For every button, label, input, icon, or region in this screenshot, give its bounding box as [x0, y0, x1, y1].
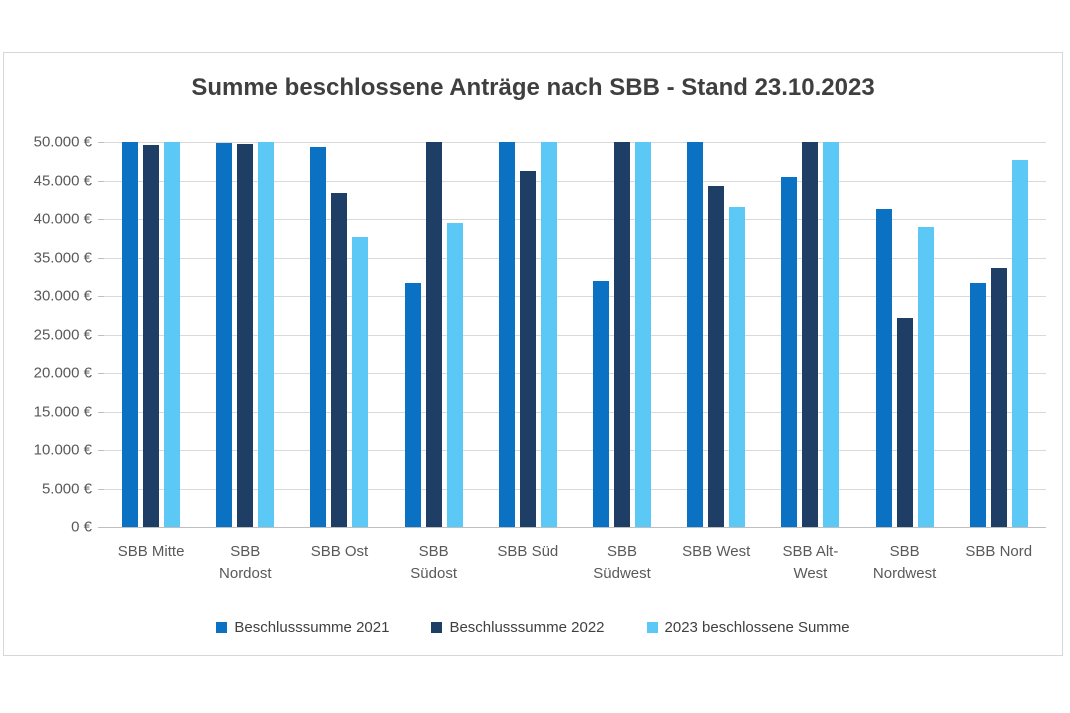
x-axis-category-label: SBB Nordwest	[872, 543, 937, 582]
gridline	[104, 373, 1046, 374]
x-axis-category-label: SBB Mitte	[117, 543, 185, 560]
bar	[331, 192, 348, 527]
bar	[802, 142, 819, 527]
x-axis-category-label: SBB Nord	[965, 543, 1033, 560]
gridline	[104, 142, 1046, 143]
gridline	[104, 257, 1046, 259]
y-axis-tick-label: 15.000 €	[33, 403, 92, 420]
bar	[635, 142, 652, 527]
x-axis-category-label: SBB Nordost	[219, 543, 272, 582]
y-axis-tick-label: 25.000 €	[33, 326, 92, 343]
y-axis-tick-label: 45.000 €	[33, 172, 92, 189]
bar	[781, 177, 798, 527]
gridline	[104, 488, 1046, 490]
x-axis-category-label: SBB Ost	[310, 543, 369, 560]
bar	[258, 142, 275, 527]
bar	[446, 222, 463, 527]
bar-group	[198, 142, 292, 527]
bar-group	[952, 142, 1046, 527]
y-axis-tick-label: 20.000 €	[33, 364, 92, 382]
y-axis-tick-label: 30.000 €	[33, 287, 92, 305]
bar-group	[292, 142, 386, 527]
bar-group	[481, 142, 575, 527]
x-axis-category-label: SBB West	[682, 543, 751, 560]
bar	[593, 280, 610, 527]
bar	[990, 267, 1007, 527]
x-axis-category-label: SBB Südwest	[593, 543, 651, 582]
y-axis: 50.000 € 45.000 € 40.000 € 35.000 € 30.000 €…	[4, 134, 92, 536]
legend-item: Beschlusssumme 2022	[431, 619, 605, 636]
gridline	[104, 450, 1046, 451]
bar	[310, 147, 327, 527]
gridline	[104, 180, 1046, 182]
legend-item: Beschlusssumme 2021	[216, 619, 389, 636]
legend-label: Beschlusssumme 2021	[234, 619, 390, 636]
bar	[216, 142, 233, 527]
bar	[237, 143, 254, 527]
bar	[498, 142, 515, 527]
y-axis-tick-mark	[98, 527, 104, 528]
bar	[1011, 159, 1028, 527]
x-axis-category-label: SBB Südost	[410, 543, 457, 582]
bar	[122, 142, 139, 527]
bar-group	[104, 142, 198, 527]
bar	[164, 142, 181, 527]
bar	[143, 145, 160, 527]
y-axis-tick-label: 10.000 €	[33, 441, 92, 459]
bar	[425, 142, 442, 527]
legend-swatch	[216, 622, 228, 633]
bar	[875, 209, 892, 527]
legend-swatch	[646, 622, 658, 633]
chart-title: Summe beschlossene Anträge nach SBB - St…	[191, 74, 875, 101]
bar	[352, 236, 369, 527]
bar	[823, 142, 840, 527]
y-axis-tick-mark	[98, 373, 104, 374]
y-axis-tick-label: 0 €	[71, 518, 92, 536]
legend: Beschlusssumme 2021 Beschlusssumme 2022 20…	[4, 619, 1062, 636]
x-axis-category-label: SBB Süd	[497, 543, 559, 560]
x-axis-category-label: SBB Alt- West	[782, 543, 839, 582]
bar	[708, 185, 725, 527]
gridline	[104, 411, 1046, 413]
y-axis-tick-mark	[98, 219, 104, 220]
y-axis-tick-label: 35.000 €	[33, 249, 92, 266]
legend-label: Beschlusssumme 2022	[449, 619, 605, 636]
legend-label: 2023 beschlossene Summe	[664, 619, 850, 636]
gridline	[104, 219, 1046, 220]
chart-frame: Summe beschlossene Anträge nach SBB - St…	[3, 52, 1063, 656]
bar	[917, 226, 934, 527]
bar	[729, 207, 746, 527]
y-axis-tick-mark	[98, 411, 104, 413]
y-axis-tick-label: 40.000 €	[33, 210, 92, 228]
bar	[404, 282, 421, 527]
plot-area	[98, 142, 1046, 528]
bar-group	[387, 142, 481, 527]
y-axis-tick-mark	[98, 488, 104, 490]
bar-group	[669, 142, 763, 527]
legend-swatch	[431, 622, 443, 633]
y-axis-tick-mark	[98, 257, 104, 259]
gridline	[104, 527, 1046, 528]
y-axis-tick-mark	[98, 450, 104, 451]
bar	[969, 282, 986, 527]
x-axis: SBB Mitte SBB Nordost SBB Ost SBB Südost SBB…	[104, 541, 1046, 585]
bar	[687, 142, 704, 527]
gridline	[104, 334, 1046, 336]
y-axis-tick-mark	[98, 334, 104, 336]
gridline	[104, 296, 1046, 297]
y-axis-tick-label: 50.000 €	[33, 133, 92, 151]
legend-item: 2023 beschlossene Summe	[646, 619, 850, 636]
y-axis-tick-label: 5.000 €	[41, 480, 92, 497]
y-axis-tick-mark	[98, 180, 104, 182]
bar	[614, 142, 631, 527]
y-axis-tick-mark	[98, 296, 104, 297]
bar-group	[763, 142, 857, 527]
bar	[519, 170, 536, 527]
bar	[896, 317, 913, 527]
y-axis-tick-mark	[98, 142, 104, 143]
bar-group	[858, 142, 952, 527]
bar-group	[575, 142, 669, 527]
bar	[540, 142, 557, 527]
